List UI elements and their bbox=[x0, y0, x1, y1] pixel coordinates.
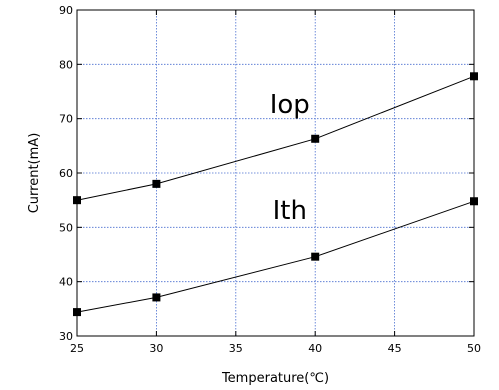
x-tick-label: 30 bbox=[149, 342, 163, 355]
series-line bbox=[76, 75, 475, 201]
annotation-ith: Ith bbox=[273, 196, 307, 226]
x-tick-label: 25 bbox=[70, 342, 84, 355]
x-tick-label: 40 bbox=[308, 342, 322, 355]
annotation-iop: Iop bbox=[270, 90, 310, 120]
series-line bbox=[76, 200, 475, 313]
grid bbox=[77, 10, 474, 336]
data-point bbox=[311, 134, 320, 143]
y-tick-label: 30 bbox=[59, 330, 73, 343]
data-point bbox=[311, 252, 320, 261]
annotations: Iop Ith bbox=[270, 90, 310, 226]
y-tick-label: 40 bbox=[59, 276, 73, 289]
x-tick-label: 50 bbox=[467, 342, 481, 355]
x-tick-label: 45 bbox=[388, 342, 402, 355]
data-point bbox=[152, 179, 161, 188]
x-tick-label: 35 bbox=[229, 342, 243, 355]
x-axis-title: Temperature(℃) bbox=[221, 371, 329, 386]
y-tick-label: 90 bbox=[59, 4, 73, 17]
ticks bbox=[76, 9, 475, 337]
data-point bbox=[152, 293, 161, 302]
y-tick-label: 50 bbox=[59, 221, 73, 234]
y-tick-label: 80 bbox=[59, 58, 73, 71]
y-tick-label: 60 bbox=[59, 167, 73, 180]
y-tick-label: 70 bbox=[59, 113, 73, 126]
y-axis-title: Current(mA) bbox=[27, 133, 42, 214]
